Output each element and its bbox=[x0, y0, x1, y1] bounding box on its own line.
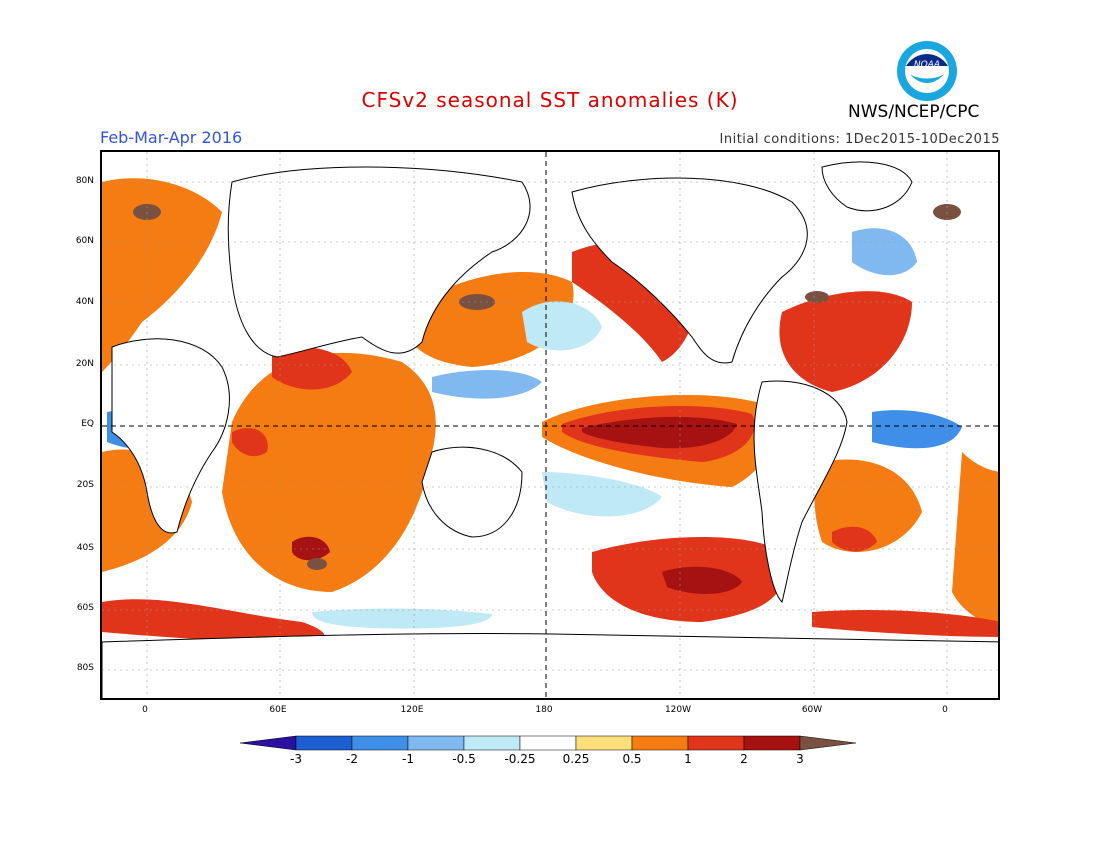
south-america bbox=[753, 380, 848, 603]
logo-text: NOAA bbox=[914, 60, 940, 70]
east-edge-warm bbox=[952, 452, 998, 630]
lon-label: 0 bbox=[942, 705, 948, 715]
eurasia bbox=[227, 166, 531, 358]
southern-ocean-warm-west bbox=[102, 599, 325, 642]
gulf-stream-core bbox=[805, 291, 829, 303]
lon-label: 0 bbox=[142, 705, 148, 715]
legend-bin bbox=[407, 735, 465, 751]
legend-tick-label: -0.25 bbox=[504, 752, 536, 766]
legend-bin bbox=[575, 735, 633, 751]
indian-ocean-warm bbox=[222, 352, 436, 592]
legend-bin bbox=[743, 735, 801, 751]
continents bbox=[102, 161, 998, 698]
kuroshio-core bbox=[459, 294, 495, 310]
north-atlantic-warm bbox=[779, 291, 912, 392]
grid-lines bbox=[102, 152, 998, 698]
legend-bin-high bbox=[799, 735, 857, 751]
lat-label: 80S bbox=[76, 663, 94, 673]
legend-bin bbox=[463, 735, 521, 751]
map-title: CFSv2 seasonal SST anomalies (K) bbox=[361, 88, 739, 112]
initial-conditions-label: Initial conditions: 1Dec2015-10Dec2015 bbox=[719, 132, 1000, 147]
legend-tick-label: 0.5 bbox=[622, 752, 642, 766]
africa bbox=[111, 338, 230, 534]
equator-dateline bbox=[102, 152, 998, 698]
legend-bin bbox=[295, 735, 353, 751]
legend-bin-low bbox=[240, 735, 297, 751]
season-label: Feb-Mar-Apr 2016 bbox=[100, 128, 243, 147]
lat-label: 60S bbox=[76, 603, 94, 613]
legend-bins bbox=[240, 735, 857, 751]
southern-ocean-warm-east bbox=[812, 610, 998, 637]
lat-label: 40N bbox=[75, 297, 94, 307]
lat-label: 20N bbox=[75, 359, 94, 369]
sst-anomaly-map bbox=[100, 150, 1000, 700]
legend-tick-label: 2 bbox=[740, 752, 748, 766]
legend-tick-label: -0.5 bbox=[452, 752, 476, 766]
lat-label: 20S bbox=[76, 480, 94, 490]
tropical-pacific-cool bbox=[432, 370, 542, 399]
lat-label: 80N bbox=[75, 176, 94, 186]
north-america bbox=[571, 177, 808, 364]
lon-label: 60W bbox=[801, 705, 823, 715]
el-nino-core bbox=[582, 416, 737, 449]
legend-tick-label: 0.25 bbox=[562, 752, 590, 766]
southern-ocean-cool bbox=[312, 608, 492, 629]
lon-label: 120W bbox=[664, 705, 692, 715]
antarctica bbox=[102, 633, 998, 698]
legend-tick-label: 1 bbox=[684, 752, 692, 766]
west-edge-warm bbox=[102, 178, 222, 372]
legend-bin bbox=[519, 735, 577, 751]
legend-tick-label: -2 bbox=[346, 752, 358, 766]
color-legend bbox=[240, 735, 857, 751]
legend-bin bbox=[687, 735, 745, 751]
south-indian-core bbox=[307, 558, 327, 570]
lat-label: EQ bbox=[81, 419, 94, 429]
legend-tick-label: -1 bbox=[402, 752, 414, 766]
south-pacific-core bbox=[662, 566, 742, 594]
greenland bbox=[821, 161, 913, 212]
noaa-logo: NOAA bbox=[897, 41, 957, 101]
east-africa-cool bbox=[872, 410, 962, 449]
indian-core-2 bbox=[232, 428, 268, 457]
lat-label: 40S bbox=[76, 543, 94, 553]
australia bbox=[421, 446, 523, 538]
indian-core-1 bbox=[292, 536, 330, 561]
central-north-pacific-cool bbox=[522, 301, 602, 351]
legend-tick-label: 3 bbox=[796, 752, 804, 766]
legend-bin bbox=[631, 735, 689, 751]
south-atlantic-core bbox=[832, 526, 877, 552]
south-pacific-cool bbox=[542, 472, 662, 517]
legend-tick-label: -3 bbox=[290, 752, 302, 766]
north-indian-warm bbox=[272, 347, 352, 390]
lat-label: 60N bbox=[75, 236, 94, 246]
north-atlantic-cool bbox=[852, 228, 917, 276]
agency-label: NWS/NCEP/CPC bbox=[848, 102, 980, 122]
lon-label: 60E bbox=[269, 705, 287, 715]
legend-bin bbox=[351, 735, 409, 751]
lon-label: 120E bbox=[400, 705, 424, 715]
lon-label: 180 bbox=[535, 705, 553, 715]
map-canvas bbox=[102, 152, 998, 698]
